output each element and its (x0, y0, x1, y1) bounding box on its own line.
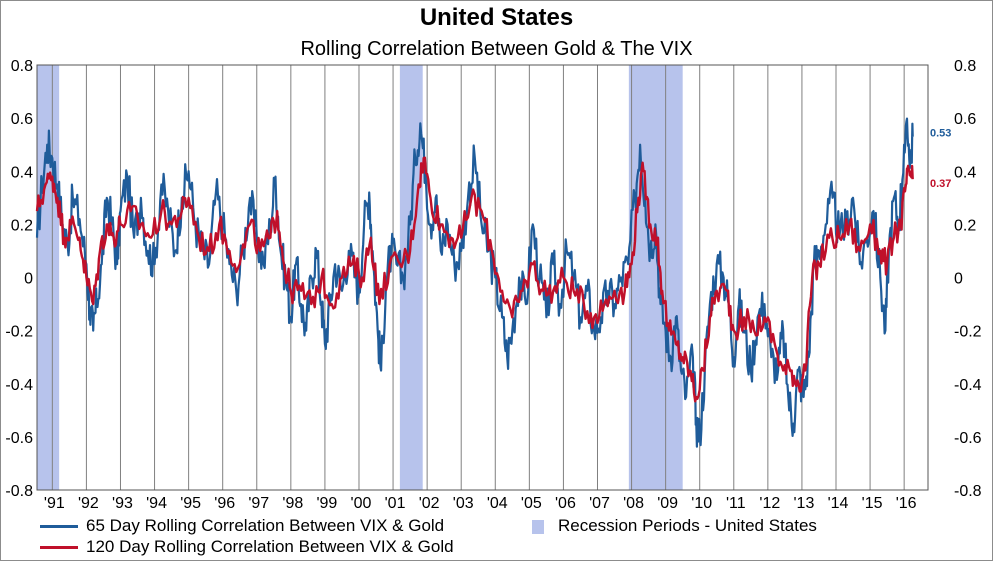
x-tick-'99: '99 (316, 495, 337, 512)
x-tick-'92: '92 (78, 495, 99, 512)
y-tick-left-8: -0.8 (5, 483, 33, 500)
recession-band-1 (399, 65, 423, 490)
y-tick-right-2: 0.4 (954, 164, 976, 181)
x-tick-'07: '07 (589, 495, 610, 512)
y-tick-right-1: 0.6 (954, 111, 976, 128)
x-tick-'97: '97 (248, 495, 269, 512)
x-tick-'95: '95 (180, 495, 201, 512)
end-label-120day: 0.37 (930, 178, 951, 190)
x-tick-'06: '06 (555, 495, 576, 512)
y-tick-right-0: 0.8 (954, 58, 976, 75)
x-tick-'00: '00 (351, 495, 372, 512)
x-tick-'14: '14 (828, 495, 849, 512)
legend-item-65day: 65 Day Rolling Correlation Between VIX &… (40, 516, 444, 536)
x-tick-'13: '13 (794, 495, 815, 512)
y-tick-left-6: -0.4 (5, 377, 33, 394)
legend-swatch-65day (40, 525, 78, 529)
x-tick-'10: '10 (691, 495, 712, 512)
chart-title: United States (419, 4, 574, 31)
legend-swatch-120day (40, 546, 78, 550)
x-tick-'12: '12 (759, 495, 780, 512)
x-tick-'96: '96 (214, 495, 235, 512)
x-tick-'98: '98 (282, 495, 303, 512)
y-tick-right-5: -0.2 (954, 324, 982, 341)
series-line-65day (35, 117, 914, 448)
recession-band-0 (37, 65, 60, 490)
y-tick-left-4: 0 (24, 271, 33, 288)
x-tick-'94: '94 (146, 495, 167, 512)
x-tick-'04: '04 (487, 495, 508, 512)
chart-subtitle: Rolling Correlation Between Gold & The V… (300, 38, 693, 60)
x-tick-'93: '93 (112, 495, 133, 512)
legend-item-recession: Recession Periods - United States (518, 516, 817, 536)
x-tick-'91: '91 (44, 495, 65, 512)
y-tick-left-5: -0.2 (5, 324, 33, 341)
y-tick-left-0: 0.8 (11, 58, 33, 75)
y-tick-right-7: -0.6 (954, 430, 982, 447)
legend-label-recession: Recession Periods - United States (558, 516, 817, 535)
x-tick-'01: '01 (385, 495, 406, 512)
x-tick-'05: '05 (521, 495, 542, 512)
y-tick-left-2: 0.4 (11, 164, 33, 181)
y-tick-right-6: -0.4 (954, 377, 982, 394)
legend-label-65day: 65 Day Rolling Correlation Between VIX &… (86, 516, 445, 535)
legend-label-120day: 120 Day Rolling Correlation Between VIX … (86, 537, 454, 556)
y-tick-right-8: -0.8 (954, 483, 982, 500)
y-tick-left-7: -0.6 (5, 430, 33, 447)
legend-swatch-recession (532, 519, 544, 534)
y-tick-right-4: 0 (954, 271, 963, 288)
x-tick-'11: '11 (726, 495, 746, 512)
series-line-120day (35, 156, 914, 403)
x-tick-'08: '08 (623, 495, 644, 512)
x-tick-'02: '02 (419, 495, 440, 512)
y-tick-left-3: 0.2 (11, 217, 33, 234)
y-tick-right-3: 0.2 (954, 217, 976, 234)
x-tick-'15: '15 (862, 495, 883, 512)
y-tick-left-1: 0.6 (11, 111, 33, 128)
x-tick-'09: '09 (657, 495, 678, 512)
legend-item-120day: 120 Day Rolling Correlation Between VIX … (40, 537, 454, 557)
end-label-65day: 0.53 (930, 128, 951, 140)
plot-border (36, 64, 929, 491)
recession-band-2 (628, 65, 683, 490)
x-tick-'03: '03 (453, 495, 474, 512)
x-tick-'16: '16 (896, 495, 917, 512)
